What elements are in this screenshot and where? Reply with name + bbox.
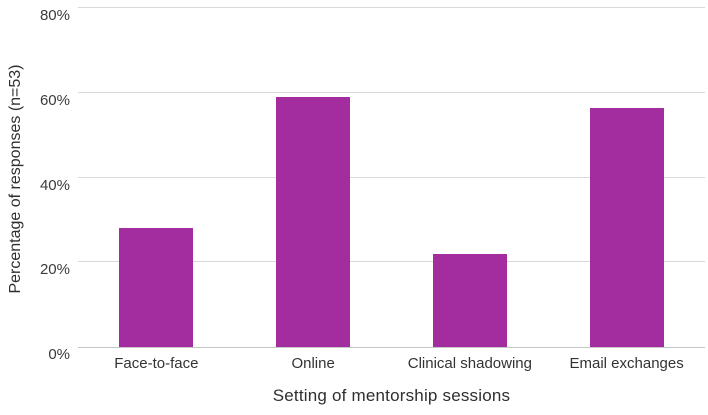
y-axis-tick-labels: 0% 20% 40% 60% 80%: [39, 7, 70, 363]
bar-face-to-face: [119, 228, 194, 347]
bar-slot: [392, 8, 549, 347]
bar-clinical-shadowing: [432, 253, 507, 347]
bar-email-exchanges: [589, 107, 664, 347]
gridline: [78, 261, 705, 263]
gridline: [78, 91, 705, 93]
bar-online: [276, 97, 351, 347]
x-axis-category-labels: Face-to-face Online Clinical shadowing Emai…: [78, 355, 705, 372]
gridline: [78, 7, 705, 8]
plot-area: [78, 7, 705, 348]
gridline: [78, 176, 705, 178]
x-tick-label: Face-to-face: [114, 355, 199, 372]
bar-slot: [548, 8, 705, 347]
bars-row: [78, 8, 705, 347]
bar-slot: [78, 8, 235, 347]
bar-slot: [235, 8, 392, 347]
x-axis-line: [78, 347, 705, 348]
x-tick-label: Clinical shadowing: [407, 355, 532, 372]
x-tick-label: Online: [291, 355, 335, 372]
x-tick-label: Email exchanges: [569, 355, 684, 372]
x-axis-title: Setting of mentorship sessions: [272, 386, 511, 405]
